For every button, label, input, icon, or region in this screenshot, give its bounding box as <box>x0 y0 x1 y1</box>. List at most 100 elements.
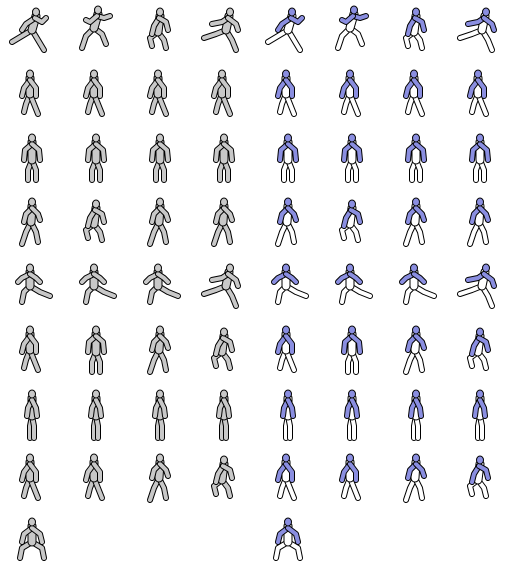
blue-figure-sprite <box>467 455 491 499</box>
blue-figure-sprite <box>341 133 363 183</box>
sprite-frame-stagger-2 <box>64 320 128 384</box>
sprite-frame-jog-8 <box>448 64 512 128</box>
sprite-frame-stagger-3 <box>128 320 192 384</box>
sprite-frame-stand-4 <box>192 128 256 192</box>
blue-figure-sprite <box>467 327 491 371</box>
sprite-frame-squat-2 <box>256 512 320 576</box>
gray-figure-sprite <box>17 517 47 561</box>
blue-figure-sprite <box>344 389 360 441</box>
gray-figure-sprite <box>79 263 117 305</box>
gray-figure-sprite <box>211 455 235 499</box>
blue-figure-sprite <box>275 197 299 247</box>
blue-figure-sprite <box>271 263 309 305</box>
sprite-frame-jog-5 <box>256 64 320 128</box>
sprite-frame-stride-7 <box>384 192 448 256</box>
sprite-frame-idle-2 <box>64 384 128 448</box>
blue-figure-sprite <box>280 389 296 441</box>
sprite-frame-kick-3 <box>128 448 192 512</box>
gray-figure-sprite <box>19 197 43 247</box>
gray-figure-sprite <box>211 197 235 247</box>
sprite-frame-kick-4 <box>192 448 256 512</box>
blue-figure-sprite <box>335 263 373 305</box>
blue-figure-sprite <box>472 389 488 441</box>
blue-figure-sprite <box>275 69 297 117</box>
blue-figure-sprite <box>469 133 491 183</box>
sprite-frame-kick-8 <box>448 448 512 512</box>
sprite-frame-kick-6 <box>320 448 384 512</box>
sprite-frame-stride-8 <box>448 192 512 256</box>
gray-figure-sprite <box>85 325 107 375</box>
blue-figure-sprite <box>277 133 299 183</box>
sprite-frame-lunge-7 <box>384 256 448 320</box>
sprite-frame-squat-1 <box>0 512 64 576</box>
sprite-frame-idle-4 <box>192 384 256 448</box>
sprite-frame-stand-8 <box>448 128 512 192</box>
sprite-frame-stagger-7 <box>384 320 448 384</box>
sprite-frame-idle-3 <box>128 384 192 448</box>
blue-figure-sprite <box>339 69 361 117</box>
sprite-frame-lunge-6 <box>320 256 384 320</box>
sprite-frame-stagger-5 <box>256 320 320 384</box>
blue-figure-sprite <box>339 199 363 243</box>
sprite-frame-stride-4 <box>192 192 256 256</box>
blue-figure-sprite <box>403 69 425 117</box>
sprite-frame-sprint-leap-3 <box>128 0 192 64</box>
sprite-frame-kick-1 <box>0 448 64 512</box>
gray-figure-sprite <box>211 69 233 117</box>
blue-figure-sprite <box>403 7 427 51</box>
blue-figure-sprite <box>339 453 361 501</box>
sprite-frame-jog-7 <box>384 64 448 128</box>
sprite-frame-stride-6 <box>320 192 384 256</box>
blue-figure-sprite <box>405 133 427 183</box>
sprite-frame-sprint-leap-8 <box>448 0 512 64</box>
blue-figure-sprite <box>467 197 491 247</box>
gray-figure-sprite <box>79 5 113 51</box>
sprite-frame-jog-4 <box>192 64 256 128</box>
sprite-frame-jog-1 <box>0 64 64 128</box>
blue-figure-sprite <box>403 197 427 247</box>
sprite-frame-sprint-leap-1 <box>0 0 64 64</box>
sprite-frame-sprint-leap-2 <box>64 0 128 64</box>
blue-figure-sprite <box>457 7 497 53</box>
sprite-frame-stride-2 <box>64 192 128 256</box>
blue-figure-sprite <box>275 325 297 373</box>
sprite-frame-stagger-4 <box>192 320 256 384</box>
blue-figure-sprite <box>275 453 297 501</box>
sprite-frame-sprint-leap-7 <box>384 0 448 64</box>
gray-figure-sprite <box>85 133 107 183</box>
sprite-frame-lunge-1 <box>0 256 64 320</box>
sprite-frame-stagger-1 <box>0 320 64 384</box>
gray-figure-sprite <box>147 7 171 51</box>
sprite-frame-lunge-3 <box>128 256 192 320</box>
sprite-frame-stride-3 <box>128 192 192 256</box>
sprite-frame-stand-7 <box>384 128 448 192</box>
gray-figure-sprite <box>15 263 53 305</box>
gray-figure-sprite <box>211 327 235 371</box>
gray-figure-sprite <box>201 7 241 53</box>
gray-figure-sprite <box>147 325 171 375</box>
sprite-frame-stand-5 <box>256 128 320 192</box>
sprite-frame-jog-3 <box>128 64 192 128</box>
blue-figure-sprite <box>467 69 489 117</box>
sprite-frame-jog-2 <box>64 64 128 128</box>
sprite-frame-idle-7 <box>384 384 448 448</box>
sprite-frame-stand-3 <box>128 128 192 192</box>
gray-figure-sprite <box>213 133 235 183</box>
sprite-frame-kick-5 <box>256 448 320 512</box>
sprite-frame-stand-2 <box>64 128 128 192</box>
blue-figure-sprite <box>403 453 427 503</box>
gray-figure-sprite <box>21 133 43 183</box>
sprite-frame-stride-5 <box>256 192 320 256</box>
gray-figure-sprite <box>83 453 105 501</box>
blue-figure-sprite <box>403 325 427 375</box>
sprite-frame-stagger-6 <box>320 320 384 384</box>
gray-figure-sprite <box>152 389 168 441</box>
sprite-frame-stand-6 <box>320 128 384 192</box>
gray-figure-sprite <box>19 453 41 501</box>
sprite-frame-lunge-8 <box>448 256 512 320</box>
blue-figure-sprite <box>273 517 303 561</box>
gray-figure-sprite <box>147 453 171 503</box>
gray-figure-sprite <box>9 7 49 53</box>
sprite-frame-sprint-leap-4 <box>192 0 256 64</box>
